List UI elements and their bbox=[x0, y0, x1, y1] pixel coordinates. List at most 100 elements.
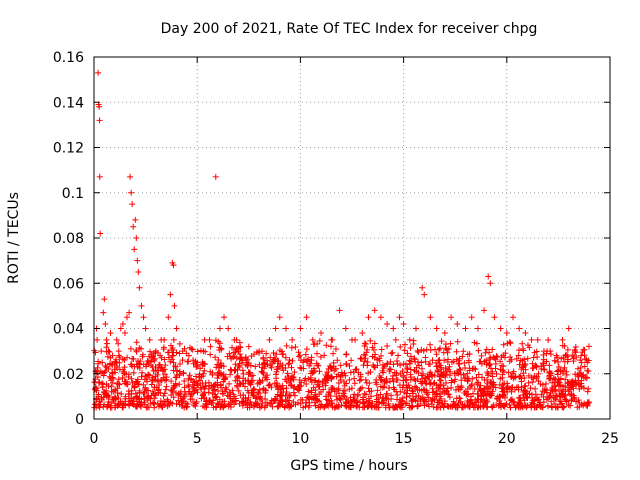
data-point bbox=[136, 344, 143, 351]
data-point bbox=[272, 325, 279, 332]
data-point bbox=[104, 340, 111, 347]
data-point bbox=[209, 399, 216, 406]
data-point bbox=[212, 337, 219, 344]
data-point bbox=[503, 330, 510, 337]
data-point bbox=[521, 362, 528, 369]
data-point bbox=[103, 364, 110, 371]
data-point bbox=[116, 359, 123, 366]
data-point bbox=[408, 358, 415, 365]
data-point bbox=[228, 399, 235, 406]
data-point bbox=[348, 357, 355, 364]
data-point bbox=[235, 348, 242, 355]
chart-title: Day 200 of 2021, Rate Of TEC Index for r… bbox=[161, 21, 538, 37]
data-point bbox=[192, 373, 199, 380]
data-point bbox=[236, 339, 243, 346]
data-point bbox=[361, 340, 368, 347]
data-point bbox=[516, 347, 522, 354]
data-point bbox=[343, 351, 350, 358]
data-point bbox=[135, 381, 142, 388]
data-point bbox=[555, 363, 562, 370]
data-point bbox=[334, 357, 341, 364]
data-point bbox=[192, 400, 199, 407]
data-point bbox=[406, 357, 413, 364]
data-point bbox=[280, 351, 287, 358]
data-point bbox=[569, 378, 576, 385]
data-point bbox=[189, 346, 196, 353]
data-point bbox=[474, 325, 481, 332]
data-point bbox=[422, 354, 429, 361]
data-point bbox=[156, 361, 163, 368]
data-point bbox=[573, 381, 580, 388]
data-point bbox=[433, 388, 440, 395]
data-point bbox=[485, 385, 492, 392]
data-point bbox=[513, 355, 520, 362]
data-point bbox=[367, 402, 374, 409]
data-point bbox=[318, 330, 325, 337]
data-point bbox=[364, 359, 371, 366]
data-point bbox=[450, 398, 457, 405]
data-point bbox=[509, 370, 516, 377]
data-point bbox=[581, 400, 588, 407]
data-point bbox=[501, 403, 508, 410]
data-point bbox=[154, 400, 161, 407]
data-point bbox=[150, 391, 157, 398]
data-point bbox=[524, 402, 531, 409]
data-point bbox=[297, 325, 304, 332]
data-point bbox=[248, 378, 255, 385]
data-point bbox=[354, 392, 361, 399]
data-point bbox=[564, 346, 571, 353]
data-point bbox=[365, 385, 372, 392]
data-point bbox=[365, 395, 372, 402]
data-point bbox=[153, 384, 160, 391]
data-point bbox=[155, 362, 162, 369]
data-point bbox=[119, 374, 126, 381]
data-point bbox=[103, 336, 110, 343]
data-point bbox=[167, 358, 174, 365]
data-point bbox=[483, 404, 490, 411]
data-point bbox=[230, 391, 237, 398]
data-point bbox=[127, 173, 134, 180]
data-point bbox=[328, 374, 335, 381]
data-point bbox=[140, 361, 147, 368]
data-point bbox=[119, 320, 126, 327]
data-point bbox=[443, 368, 450, 375]
data-point bbox=[384, 320, 391, 327]
data-point bbox=[256, 361, 263, 368]
data-point bbox=[155, 378, 162, 385]
data-point bbox=[427, 347, 434, 354]
data-point bbox=[559, 404, 566, 411]
data-point bbox=[477, 387, 484, 394]
data-point bbox=[501, 389, 508, 396]
data-point bbox=[288, 382, 295, 389]
data-point bbox=[304, 394, 311, 401]
data-point bbox=[456, 355, 463, 362]
data-point bbox=[230, 354, 237, 361]
data-point bbox=[209, 390, 216, 397]
data-point bbox=[557, 393, 564, 400]
data-point bbox=[333, 393, 340, 400]
data-point bbox=[184, 358, 191, 365]
data-point bbox=[443, 346, 450, 353]
data-point bbox=[528, 336, 535, 343]
data-point bbox=[161, 398, 168, 405]
data-point bbox=[371, 307, 378, 314]
data-point bbox=[200, 383, 207, 390]
data-point bbox=[349, 336, 355, 343]
data-point bbox=[502, 350, 509, 357]
data-point bbox=[132, 216, 139, 223]
data-point bbox=[547, 348, 554, 355]
data-point bbox=[118, 391, 125, 398]
data-point bbox=[560, 404, 567, 411]
data-point bbox=[223, 386, 230, 393]
data-point bbox=[330, 350, 337, 357]
data-point bbox=[520, 345, 527, 352]
data-point bbox=[403, 369, 410, 376]
data-point bbox=[461, 360, 468, 367]
data-point bbox=[413, 393, 420, 400]
data-point bbox=[578, 359, 585, 366]
data-point bbox=[220, 376, 227, 383]
data-point bbox=[464, 370, 471, 377]
data-point bbox=[308, 387, 315, 394]
data-point bbox=[171, 302, 178, 309]
